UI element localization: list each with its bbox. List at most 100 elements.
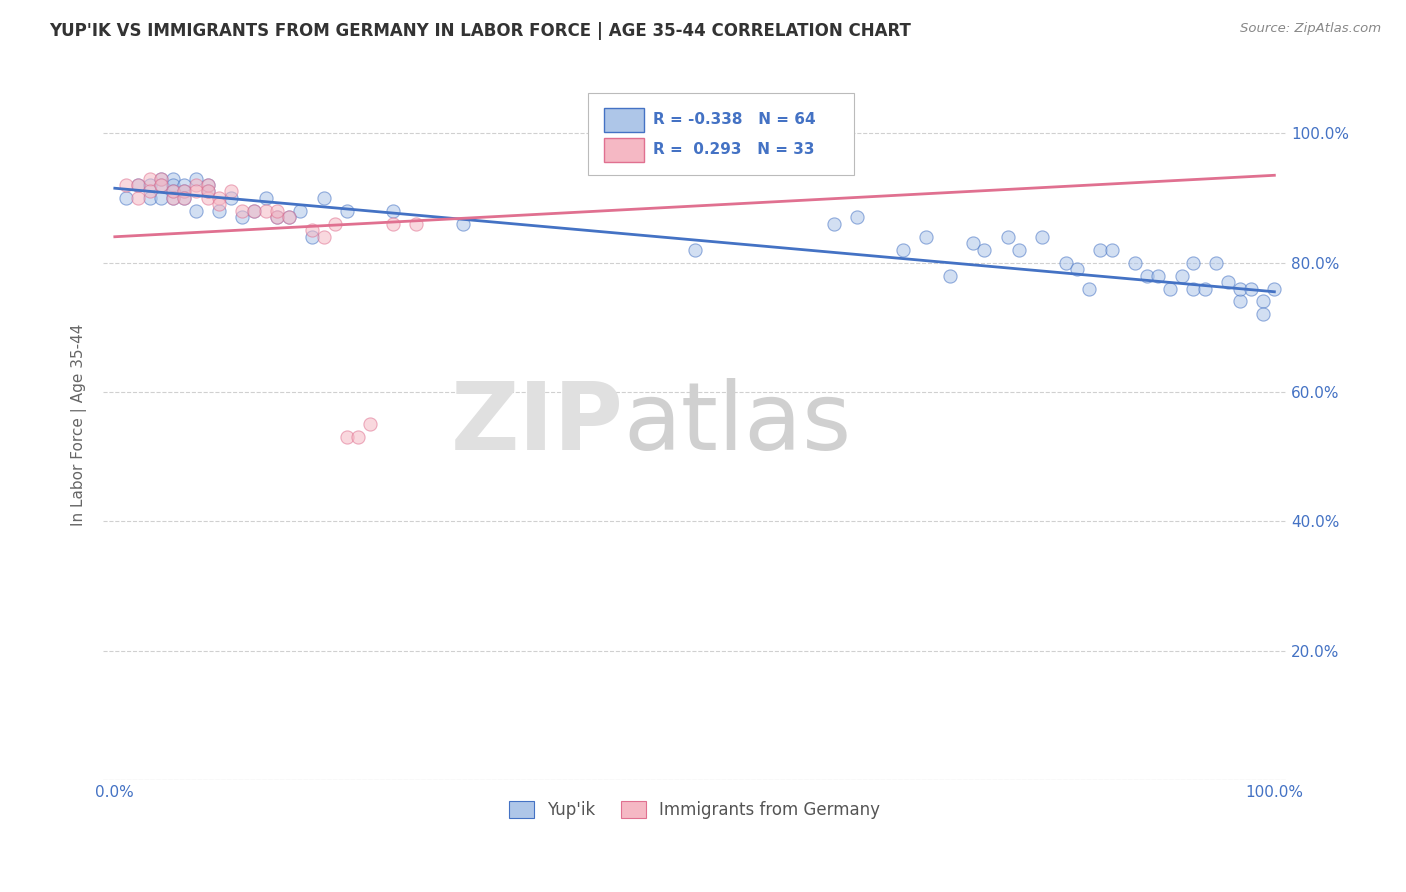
Point <box>162 185 184 199</box>
Point <box>266 203 288 218</box>
Point <box>127 178 149 192</box>
Point <box>231 203 253 218</box>
Point <box>1170 268 1192 283</box>
Point <box>891 243 914 257</box>
Point <box>405 217 427 231</box>
Point <box>1159 281 1181 295</box>
Point <box>290 203 312 218</box>
Point <box>1182 255 1205 269</box>
Point <box>1054 255 1077 269</box>
Point <box>150 178 173 192</box>
Point <box>254 203 277 218</box>
Point <box>1136 268 1159 283</box>
Point <box>173 178 195 192</box>
Point <box>312 191 335 205</box>
Point <box>197 185 219 199</box>
Point <box>150 171 173 186</box>
Point <box>184 178 207 192</box>
Point <box>1066 262 1088 277</box>
Point <box>162 178 184 192</box>
Point <box>915 229 938 244</box>
Point <box>312 229 335 244</box>
Point <box>1090 243 1112 257</box>
Point <box>115 178 138 192</box>
Point <box>150 191 173 205</box>
Point <box>231 211 253 225</box>
Point <box>150 171 173 186</box>
Point <box>1240 281 1263 295</box>
Point <box>138 185 160 199</box>
Point <box>1263 281 1285 295</box>
Point <box>127 191 149 205</box>
Point <box>243 203 266 218</box>
FancyBboxPatch shape <box>588 94 855 176</box>
Text: R =  0.293   N = 33: R = 0.293 N = 33 <box>654 142 814 157</box>
Text: Source: ZipAtlas.com: Source: ZipAtlas.com <box>1240 22 1381 36</box>
Point <box>1251 294 1274 309</box>
Point <box>138 171 160 186</box>
Point <box>823 217 845 231</box>
Point <box>173 185 195 199</box>
Point <box>184 185 207 199</box>
Point <box>208 203 231 218</box>
Point <box>150 178 173 192</box>
Point <box>277 211 299 225</box>
Point <box>266 211 288 225</box>
Point <box>173 191 195 205</box>
Point <box>184 171 207 186</box>
FancyBboxPatch shape <box>603 108 644 132</box>
Point <box>973 243 995 257</box>
Point <box>173 185 195 199</box>
Point <box>1216 275 1239 289</box>
Point <box>162 191 184 205</box>
Point <box>336 203 359 218</box>
Point <box>1031 229 1053 244</box>
Point <box>1147 268 1170 283</box>
Point <box>219 185 242 199</box>
Point <box>219 191 242 205</box>
Point <box>301 229 323 244</box>
Text: ZIP: ZIP <box>451 378 624 470</box>
Point <box>1182 281 1205 295</box>
Point <box>184 203 207 218</box>
Point <box>323 217 346 231</box>
FancyBboxPatch shape <box>603 138 644 162</box>
Point <box>1194 281 1216 295</box>
Point <box>938 268 960 283</box>
Point <box>1101 243 1123 257</box>
Point <box>197 185 219 199</box>
Text: YUP'IK VS IMMIGRANTS FROM GERMANY IN LABOR FORCE | AGE 35-44 CORRELATION CHART: YUP'IK VS IMMIGRANTS FROM GERMANY IN LAB… <box>49 22 911 40</box>
Point <box>845 211 868 225</box>
Point <box>243 203 266 218</box>
Point <box>162 185 184 199</box>
Point <box>197 191 219 205</box>
Point <box>962 236 984 251</box>
Point <box>208 197 231 211</box>
Point <box>451 217 474 231</box>
Point <box>336 430 359 444</box>
Point <box>127 178 149 192</box>
Text: atlas: atlas <box>624 378 852 470</box>
Point <box>162 191 184 205</box>
Point <box>1205 255 1227 269</box>
Point <box>347 430 370 444</box>
Point <box>115 191 138 205</box>
Y-axis label: In Labor Force | Age 35-44: In Labor Force | Age 35-44 <box>72 323 87 525</box>
Point <box>208 191 231 205</box>
Point <box>277 211 299 225</box>
Point <box>197 178 219 192</box>
Point <box>162 171 184 186</box>
Point <box>1077 281 1099 295</box>
Point <box>718 139 741 153</box>
Point <box>1008 243 1031 257</box>
Point <box>683 243 706 257</box>
Point <box>1229 294 1251 309</box>
Text: R = -0.338   N = 64: R = -0.338 N = 64 <box>654 112 815 127</box>
Point <box>254 191 277 205</box>
Point <box>197 178 219 192</box>
Point <box>266 211 288 225</box>
Point <box>997 229 1019 244</box>
Point <box>173 191 195 205</box>
Point <box>1251 307 1274 321</box>
Point <box>382 203 405 218</box>
